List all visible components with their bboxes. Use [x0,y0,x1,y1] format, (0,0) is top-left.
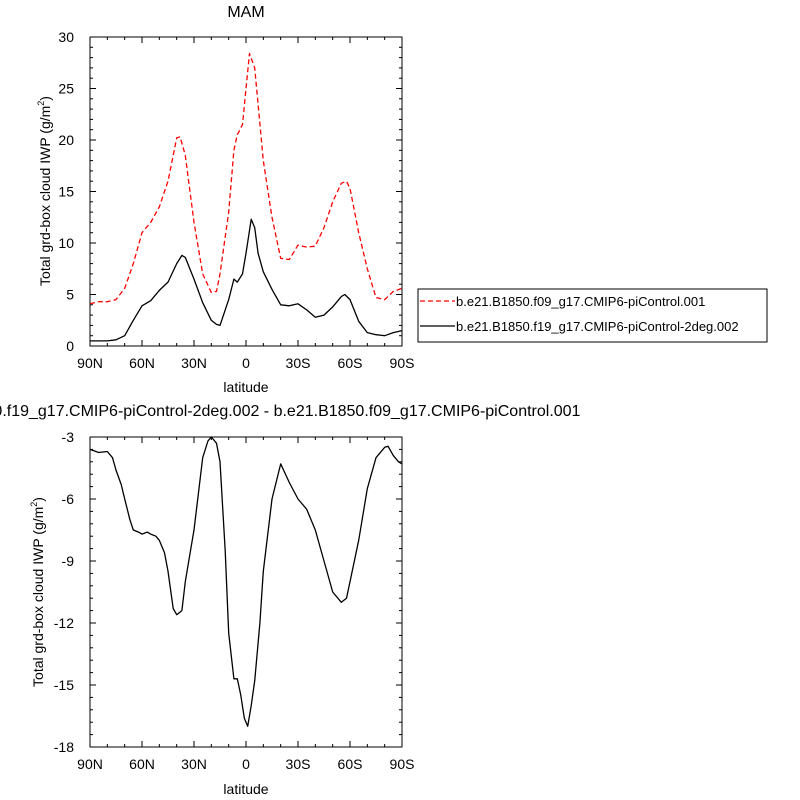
chart-top-x-axis-label: latitude [223,379,268,395]
chart-top-x-tick-labels: 90N 60N 30N 0 30S 60S 90S [77,355,414,371]
legend-box [417,288,768,343]
chart-top-plot [89,36,403,347]
chart-top-title: MAM [227,4,264,21]
chart-bottom-x-axis-label: latitude [223,781,268,797]
chart-top-series-line-2 [90,218,403,342]
x-tick-label: 30N [181,756,207,772]
chart-top-y-axis-label-end: ) [37,96,53,101]
y-tick-label: 25 [58,81,74,97]
chart-bottom-y-axis-label: Total grd-box cloud IWP (g/m2) [29,497,46,687]
chart-top-y-tick-labels: 0 5 10 15 20 25 30 [58,29,74,354]
x-tick-label: 60S [338,756,363,772]
x-tick-label: 60N [129,355,155,371]
chart-top-series [89,52,403,342]
y-tick-label: -6 [62,491,75,507]
y-tick-label: -9 [62,553,75,569]
x-tick-label: 90N [77,756,103,772]
x-tick-label: 90S [390,756,415,772]
y-tick-label: -12 [54,615,74,631]
chart-top-y-axis-label-main: Total grd-box cloud IWP (g/m [37,106,53,286]
chart-bottom-y-axis-label-sup: 2 [29,502,39,507]
x-tick-label: 0 [242,355,250,371]
chart-top-series-line-1 [89,52,403,305]
chart-bottom: b.e21.B1850.f19_g17.CMIP6-piControl-2deg… [0,403,581,797]
y-tick-label: 30 [58,29,74,45]
chart-bottom-x-tick-labels: 90N 60N 30N 0 30S 60S 90S [77,756,414,772]
y-tick-label: -18 [54,739,74,755]
chart-top: MAM 90N 60N 30N 0 30S 60S 90S 0 5 10 15 20 25 30 lat… [36,4,768,395]
x-tick-label: 0 [242,756,250,772]
x-tick-label: 60N [129,756,155,772]
chart-bottom-plot-frame [89,436,403,748]
chart-top-y-axis-label: Total grd-box cloud IWP (g/m2) [36,96,53,286]
chart-bottom-y-axis-label-end: ) [30,497,46,502]
x-tick-label: 60S [338,355,363,371]
chart-top-ticks [89,36,403,347]
y-tick-label: -15 [54,677,74,693]
legend-label-series-1: b.e21.B1850.f09_g17.CMIP6-piControl.001 [456,294,705,309]
x-tick-label: 30S [286,355,311,371]
chart-bottom-y-axis-label-main: Total grd-box cloud IWP (g/m [30,507,46,687]
y-tick-label: 5 [66,287,74,303]
chart-bottom-y-tick-labels: -18 -15 -12 -9 -6 -3 [54,429,74,755]
chart-bottom-series-line-1 [89,436,403,727]
chart-bottom-plot [89,436,403,748]
chart-bottom-title: b.e21.B1850.f19_g17.CMIP6-piControl-2deg… [0,403,581,420]
chart-top-legend: b.e21.B1850.f09_g17.CMIP6-piControl.001 … [417,288,768,343]
y-tick-label: 10 [58,235,74,251]
y-tick-label: 15 [58,184,74,200]
chart-bottom-series [89,436,403,727]
x-tick-label: 90N [77,355,103,371]
x-tick-label: 90S [390,355,415,371]
x-tick-label: 30S [286,756,311,772]
y-tick-label: 20 [58,132,74,148]
y-tick-label: 0 [66,338,74,354]
y-tick-label: -3 [62,429,75,445]
x-tick-label: 30N [181,355,207,371]
chart-bottom-ticks [89,436,403,748]
legend-label-series-2: b.e21.B1850.f19_g17.CMIP6-piControl-2deg… [456,319,739,334]
chart-top-y-axis-label-sup: 2 [36,101,46,106]
